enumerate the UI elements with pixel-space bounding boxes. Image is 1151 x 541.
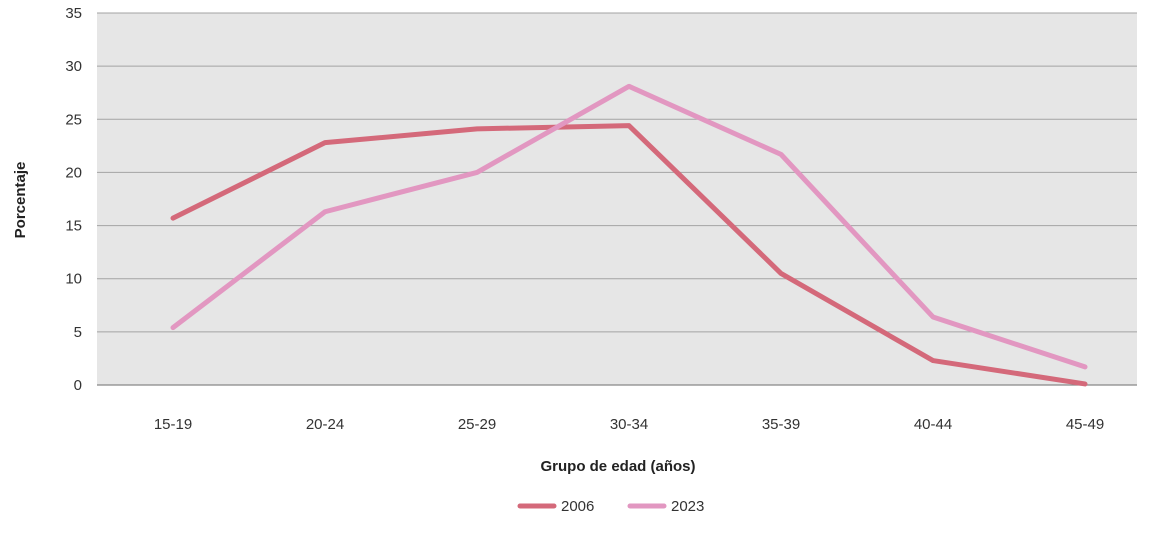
legend: 2006 2023 [517,498,704,515]
series-line-2006 [170,123,1088,387]
x-axis-ticks: 15-19 20-24 25-29 30-34 35-39 40-44 45-49 [154,416,1104,433]
x-tick-label: 40-44 [914,416,952,433]
y-tick-label: 5 [74,324,82,341]
y-axis-title: Porcentaje [12,162,29,239]
series-lines [170,83,1088,387]
x-tick-label: 15-19 [154,416,192,433]
y-tick-label: 20 [65,164,82,181]
x-tick-label: 35-39 [762,416,800,433]
legend-label-2023: 2023 [671,498,704,515]
x-tick-label: 20-24 [306,416,344,433]
x-axis-title: Grupo de edad (años) [540,458,695,475]
y-tick-label: 0 [74,377,82,394]
x-tick-label: 30-34 [610,416,648,433]
plot-area [97,13,1137,385]
legend-label-2006: 2006 [561,498,594,515]
y-tick-label: 30 [65,58,82,75]
y-tick-label: 15 [65,218,82,235]
y-tick-label: 35 [65,5,82,22]
y-tick-label: 10 [65,271,82,288]
y-axis-ticks: 0 5 10 15 20 25 30 35 [65,5,82,394]
y-tick-label: 25 [65,111,82,128]
series-line-2023 [170,83,1088,370]
x-tick-label: 25-29 [458,416,496,433]
x-tick-label: 45-49 [1066,416,1104,433]
